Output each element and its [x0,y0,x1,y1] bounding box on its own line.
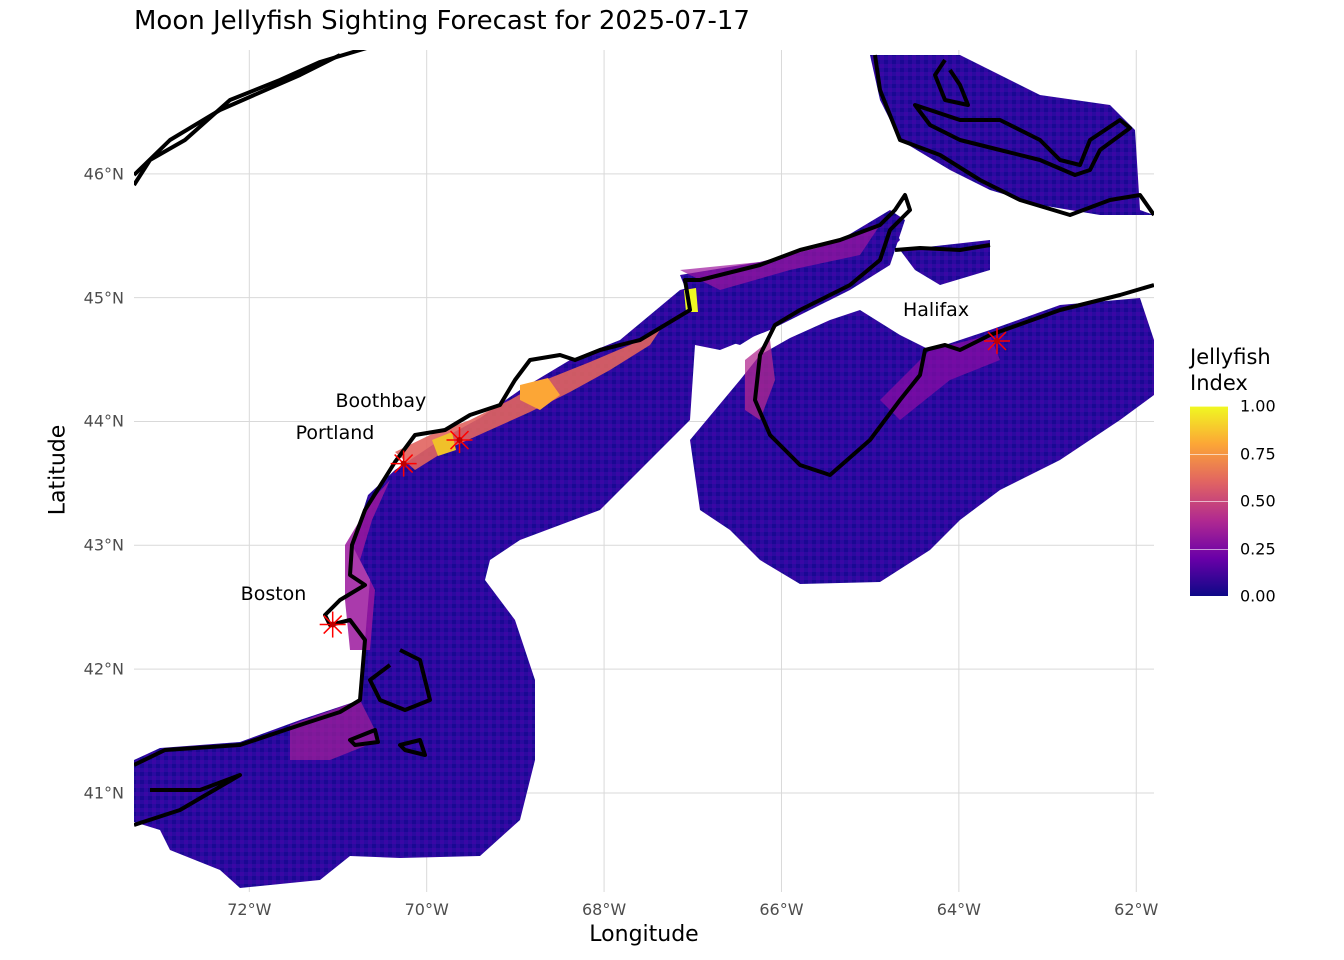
x-tick-label: 72°W [227,900,272,919]
x-tick-label: 64°W [936,900,981,919]
y-tick-label: 43°N [83,535,124,555]
x-tick-label: 68°W [581,900,627,919]
coastline-long-island [134,773,242,827]
heat-area-mass-bay [345,480,390,650]
place-markers [319,327,1011,638]
legend-tick-mark [1190,501,1228,502]
legend-title-line1: Jellyfish [1190,345,1271,369]
legend-title: Jellyfish Index [1190,344,1271,396]
marker-boothbay [446,427,473,454]
legend-tick-mark [1190,596,1228,597]
coastline-cape-cod [368,648,432,712]
legend-tick-mark [1190,406,1228,407]
heat-area-minas [900,240,990,285]
coastline-new-england [134,193,1154,767]
y-tick-label: 44°N [83,411,124,431]
marker-portland [390,450,417,477]
place-label-boston: Boston [240,582,307,605]
place-label-halifax: Halifax [903,298,970,321]
legend-title-line2: Index [1190,371,1248,395]
y-tick-label: 42°N [83,659,124,679]
legend-tick-mark [1190,548,1228,550]
x-tick-label: 66°W [759,900,804,919]
heat-area-halifax [880,335,1000,420]
x-tick-label: 62°W [1114,900,1159,919]
y-tick-label: 45°N [83,288,124,308]
heat-area-northumberland [870,55,1154,215]
coastline-martha [348,728,380,747]
place-label-boothbay: Boothbay [335,390,427,413]
x-axis-title: Longitude [589,922,699,947]
heat-area-portland-peak [432,432,456,456]
y-tick-label: 46°N [83,164,124,184]
marker-boston [319,611,346,638]
coastline-st-lawrence-south [134,53,341,177]
coastline-northumberland [873,54,1154,217]
legend-tick-label: 0.75 [1240,444,1276,463]
y-tick-label: 41°N [83,783,124,803]
marker-halifax [984,327,1011,354]
legend-tick-mark [1190,453,1228,455]
heat-area-maine-coast-peak [520,378,560,410]
heat-area-ns-sw [745,340,775,420]
legend-tick-label: 0.50 [1240,491,1276,511]
legend-tick-label: 0.25 [1240,539,1276,558]
jellyfish-index-heatmap [134,55,1154,888]
coastline-st-lawrence [134,50,367,187]
coastline-pei [913,103,1132,177]
x-tick-label: 70°W [404,900,449,919]
heat-area-scotian-shelf [690,298,1154,584]
coastline-fundy-north [894,243,991,252]
coastline-nantucket [398,738,427,757]
y-axis-title: Latitude [45,424,71,516]
place-label-portland: Portland [295,421,375,444]
legend-tick-label: 0.00 [1240,586,1276,606]
map-title: Moon Jellyfish Sighting Forecast for 202… [134,6,750,36]
legend-tick-label: 1.00 [1240,396,1276,416]
coastline [134,50,1154,827]
coastline-cape-breton [933,58,970,107]
